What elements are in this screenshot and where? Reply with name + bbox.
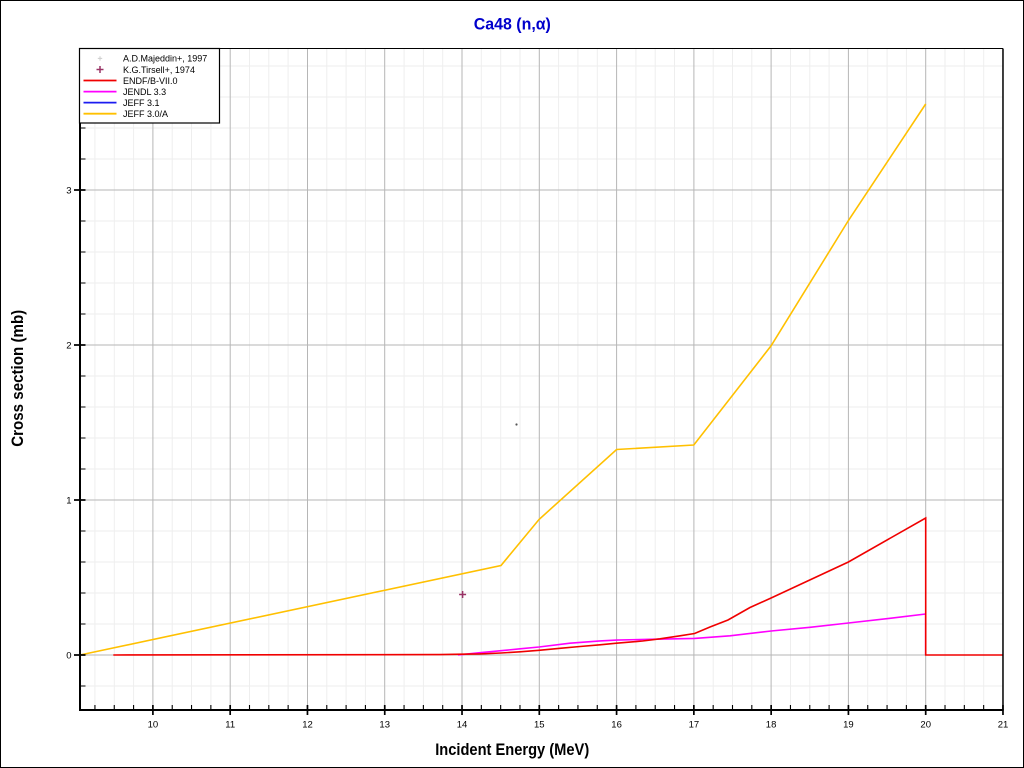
svg-text:A.D.Majeddin+, 1997: A.D.Majeddin+, 1997 [123, 54, 207, 64]
svg-text:20: 20 [920, 720, 931, 731]
svg-text:JENDL 3.3: JENDL 3.3 [123, 87, 166, 97]
svg-text:1: 1 [66, 495, 71, 506]
svg-text:Incident Energy (MeV): Incident Energy (MeV) [435, 741, 589, 759]
svg-text:10: 10 [148, 720, 159, 731]
svg-text:18: 18 [766, 720, 777, 731]
svg-text:Cross section (mb): Cross section (mb) [9, 310, 27, 447]
svg-text:JEFF 3.1: JEFF 3.1 [123, 98, 160, 108]
svg-text:0: 0 [66, 650, 71, 661]
svg-text:3: 3 [66, 185, 71, 196]
svg-text:14: 14 [457, 720, 468, 731]
svg-text:Ca48 (n,α): Ca48 (n,α) [474, 15, 551, 33]
svg-text:16: 16 [611, 720, 622, 731]
svg-text:15: 15 [534, 720, 545, 731]
svg-text:11: 11 [225, 720, 235, 731]
svg-text:19: 19 [843, 720, 854, 731]
svg-text:12: 12 [302, 720, 313, 731]
svg-text:K.G.Tirsell+, 1974: K.G.Tirsell+, 1974 [123, 65, 195, 75]
svg-text:17: 17 [689, 720, 700, 731]
svg-text:21: 21 [998, 720, 1009, 731]
svg-text:ENDF/B-VII.0: ENDF/B-VII.0 [123, 76, 178, 86]
svg-text:2: 2 [66, 340, 71, 351]
svg-text:13: 13 [379, 720, 390, 731]
svg-text:JEFF 3.0/A: JEFF 3.0/A [123, 109, 168, 119]
